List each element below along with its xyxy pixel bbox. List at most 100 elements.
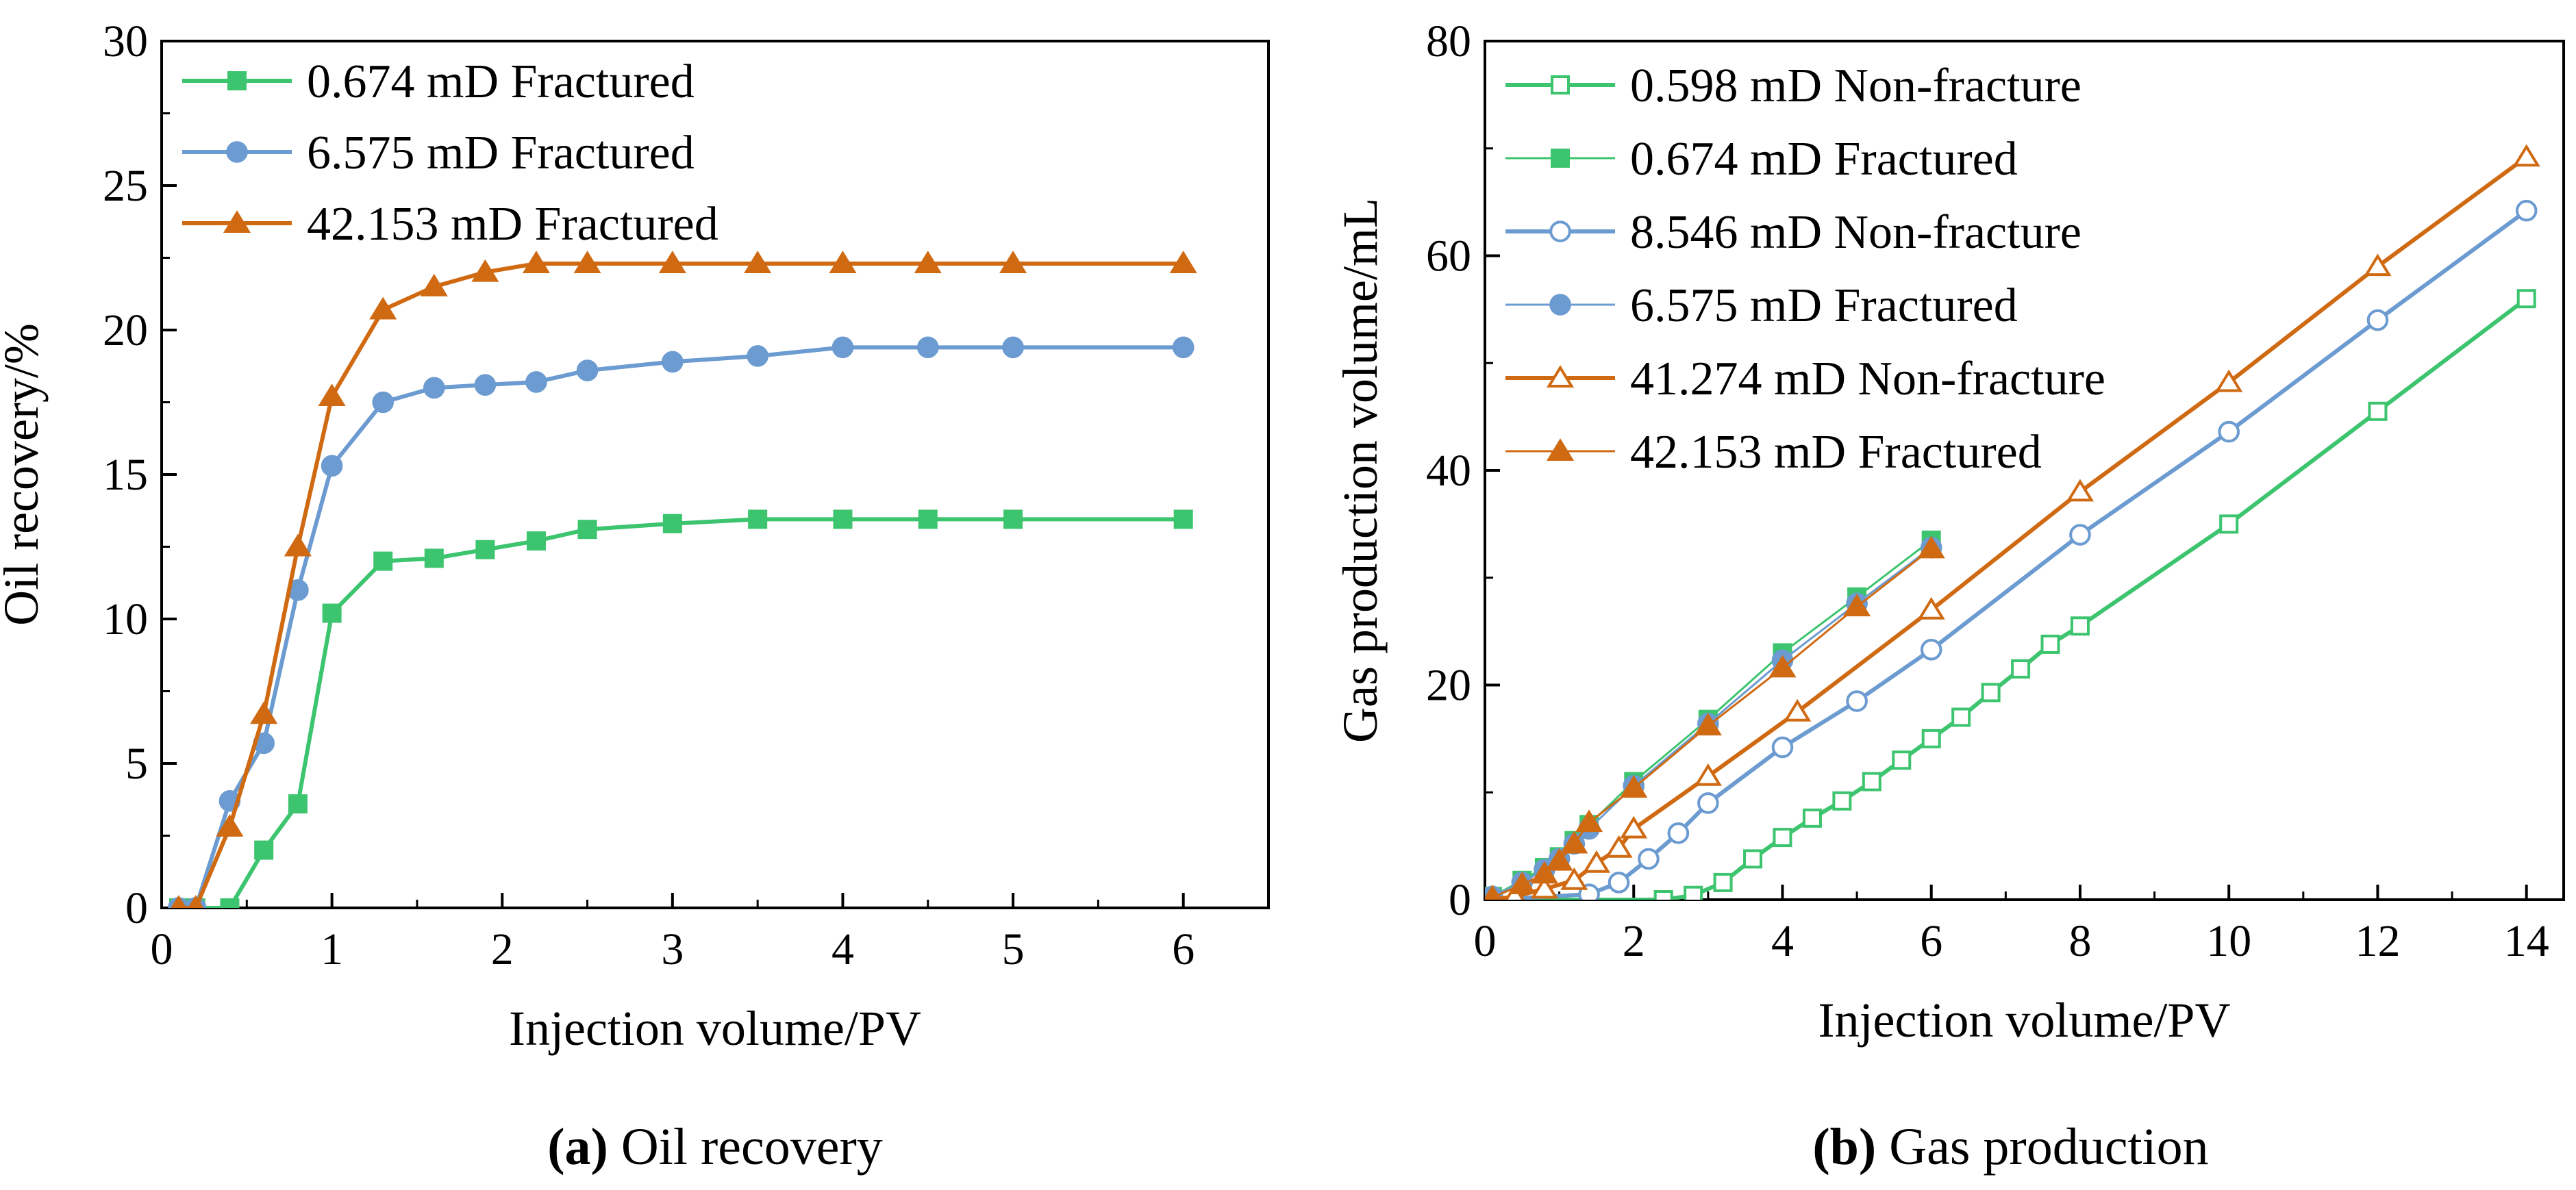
- data-point: [1921, 729, 1941, 748]
- data-point: [918, 509, 938, 529]
- data-point: [1743, 849, 1763, 869]
- data-point: [662, 514, 682, 533]
- data-point: [1697, 792, 1719, 814]
- series-5: [1485, 144, 2540, 900]
- data-point: [2364, 253, 2392, 277]
- data-point: [423, 377, 445, 399]
- y-tick-label: 30: [103, 16, 148, 66]
- y-tick-label: 15: [103, 450, 148, 500]
- data-point: [2070, 616, 2090, 636]
- x-tick-label: 0: [151, 924, 173, 974]
- y-tick-label: 5: [125, 739, 148, 789]
- data-point: [747, 345, 768, 367]
- data-point: [2069, 524, 2091, 546]
- data-point: [1560, 867, 1588, 890]
- caption-label: (b): [1812, 1118, 1876, 1176]
- data-point: [1638, 848, 1660, 870]
- data-point: [576, 359, 599, 381]
- legend-marker: [1549, 294, 1571, 316]
- data-point: [1832, 791, 1852, 811]
- y-tick-label: 20: [103, 305, 148, 355]
- data-point: [1920, 638, 1942, 661]
- legend-marker: [1549, 220, 1571, 242]
- data-point: [658, 251, 686, 273]
- data-point: [2040, 634, 2060, 654]
- x-tick-label: 1: [321, 924, 343, 974]
- data-point: [2066, 479, 2094, 502]
- data-point: [526, 531, 546, 551]
- data-point: [1981, 683, 2001, 702]
- data-point: [372, 391, 395, 414]
- data-point: [1917, 596, 1945, 620]
- y-tick-label: 25: [103, 161, 148, 211]
- data-point: [2368, 401, 2388, 421]
- data-point: [1002, 336, 1024, 359]
- series-3: [1485, 199, 2538, 900]
- data-point: [1768, 655, 1797, 678]
- legend-marker: [1546, 438, 1575, 461]
- data-point: [220, 898, 240, 908]
- data-point: [1846, 690, 1868, 712]
- legend-label: 0.674 mD Fractured: [307, 55, 695, 108]
- data-point: [1508, 872, 1536, 895]
- data-point: [288, 794, 308, 814]
- y-tick-label: 10: [103, 594, 148, 644]
- legend-marker: [1546, 365, 1575, 388]
- data-point: [2516, 289, 2536, 309]
- data-point: [250, 701, 278, 724]
- chart-gas-production: 0 2 4 6 8 10 12 14 0 20 40 60 80 Injection volume/PV G…: [1333, 16, 2565, 1176]
- data-point: [1545, 848, 1573, 871]
- data-point: [373, 551, 393, 571]
- y-tick-label: 80: [1426, 16, 1471, 66]
- data-point: [1784, 698, 1812, 722]
- data-point: [1667, 822, 1690, 844]
- data-point: [577, 520, 597, 540]
- data-point: [2366, 309, 2389, 331]
- data-point: [474, 374, 497, 396]
- caption-label: (a): [547, 1118, 608, 1176]
- x-tick-label: 0: [1474, 916, 1497, 966]
- y-axis-label: Gas production volume/mL: [1333, 198, 1388, 743]
- legend-label: 0.674 mD Fractured: [1630, 133, 2018, 186]
- data-point: [1694, 763, 1722, 786]
- data-point: [420, 273, 448, 296]
- data-point: [1530, 876, 1558, 899]
- x-tick-label: 6: [1172, 924, 1195, 974]
- x-tick-label: 2: [1623, 916, 1645, 966]
- data-point: [1771, 736, 1794, 759]
- data-point: [2219, 514, 2239, 534]
- y-tick-label: 40: [1426, 446, 1471, 496]
- data-point: [744, 251, 772, 273]
- legend-label: 8.546 mD Non-fracture: [1630, 206, 2081, 259]
- legend-marker: [227, 71, 247, 90]
- data-point: [2515, 199, 2538, 222]
- legend-label: 6.575 mD Fractured: [307, 127, 695, 179]
- data-point: [1605, 835, 1633, 858]
- data-point: [1620, 775, 1648, 798]
- x-tick-label: 2: [491, 924, 514, 974]
- data-point: [1620, 815, 1648, 839]
- legend-label: 6.575 mD Fractured: [1630, 279, 2018, 332]
- data-point: [254, 840, 274, 860]
- data-point: [1892, 750, 1912, 770]
- data-point: [318, 383, 346, 407]
- data-point: [916, 336, 939, 359]
- x-tick-label: 4: [1771, 916, 1794, 966]
- x-axis-label: Injection volume/PV: [509, 1001, 921, 1056]
- data-point: [322, 603, 342, 623]
- data-point: [1575, 809, 1603, 833]
- legend-label: 42.153 mD Fractured: [307, 198, 718, 251]
- y-tick-label: 60: [1426, 231, 1471, 281]
- y-axis-label: Oil recovery/%: [0, 323, 49, 626]
- caption-text: Oil recovery: [608, 1118, 883, 1176]
- legend: 0.598 mD Non-fracture 0.674 mD Fractured 8…: [1505, 60, 2105, 479]
- data-point: [1917, 535, 1945, 559]
- legend-label: 41.274 mD Non-fracture: [1630, 353, 2105, 405]
- data-point: [2218, 420, 2240, 443]
- data-point: [2512, 144, 2540, 167]
- data-point: [1485, 885, 1502, 900]
- data-point: [522, 251, 551, 273]
- legend-marker: [1551, 75, 1570, 94]
- x-tick-label: 3: [661, 924, 684, 974]
- data-point: [284, 533, 312, 557]
